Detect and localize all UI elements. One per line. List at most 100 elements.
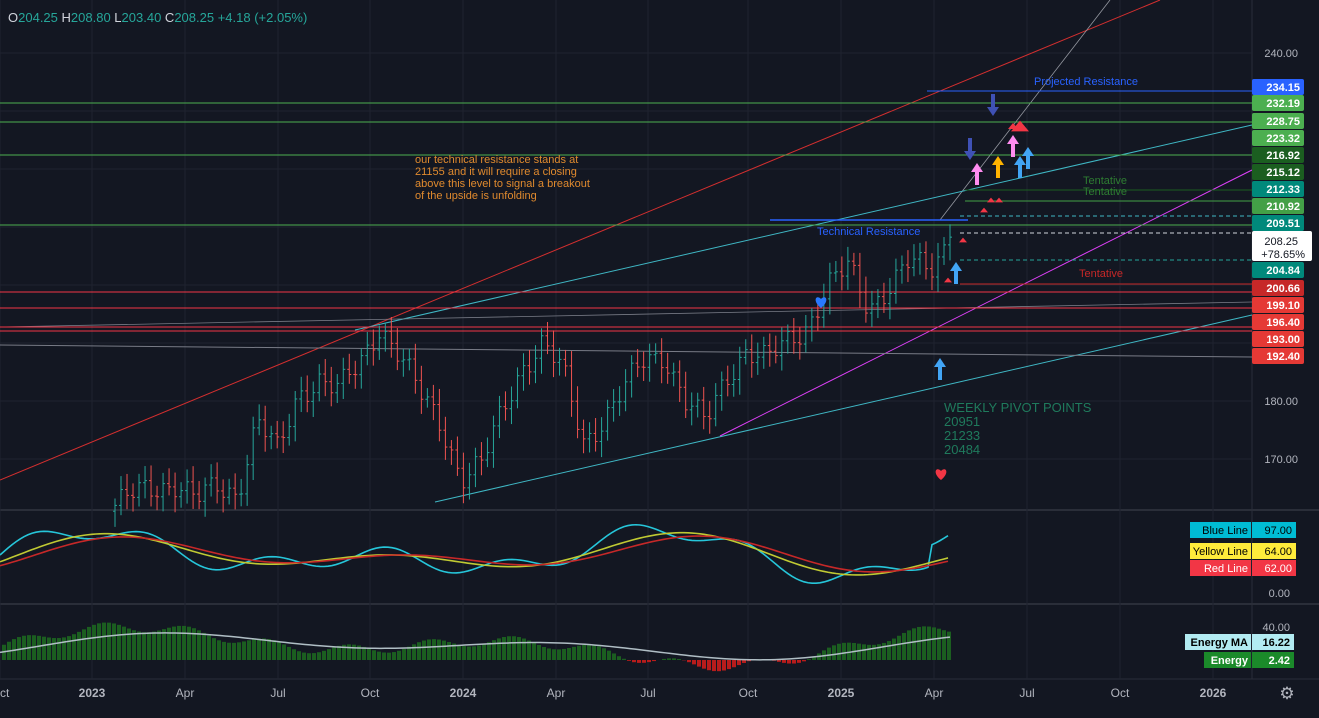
energy-bar — [677, 659, 681, 660]
energy-bar — [842, 643, 846, 660]
energy-bar — [382, 652, 386, 660]
energy-bar — [442, 641, 446, 660]
energy-bar — [742, 660, 746, 663]
energy-bar — [232, 643, 236, 660]
energy-bar — [107, 623, 111, 660]
energy-bar — [947, 632, 951, 660]
energy-bar — [47, 637, 51, 660]
energy-axis-tick: 40.00 — [1262, 622, 1290, 634]
energy-bar — [727, 660, 731, 669]
energy-bar — [857, 644, 861, 660]
price-tick-label: 180.00 — [1264, 396, 1298, 408]
energy-bar — [402, 649, 406, 660]
energy-bar — [642, 660, 646, 663]
open-label: O — [8, 10, 18, 25]
change-value: +4.18 (+2.05%) — [218, 10, 308, 25]
current-price-change: +78.65% — [1261, 249, 1305, 261]
price-tick-label: 240.00 — [1264, 48, 1298, 60]
price-badge-text: 210.92 — [1266, 201, 1300, 213]
current-price-value: 208.25 — [1264, 236, 1298, 248]
energy-bar — [512, 636, 516, 660]
arrow-shaft — [968, 138, 972, 152]
time-axis-label: Jul — [640, 686, 655, 700]
energy-bar — [672, 658, 676, 660]
price-badge-text: 223.32 — [1266, 133, 1300, 145]
energy-bar — [262, 638, 266, 660]
energy-bar — [497, 638, 501, 660]
settings-gear-icon[interactable]: ⚙ — [1277, 684, 1297, 704]
energy-bar — [907, 630, 911, 660]
technical-resistance-label: Technical Resistance — [817, 226, 920, 238]
energy-bar — [912, 628, 916, 660]
price-badge: 210.92 — [1252, 198, 1304, 214]
energy-bar — [197, 630, 201, 660]
energy-bar — [42, 637, 46, 660]
energy-bar — [432, 639, 436, 660]
pivot-value: 20484 — [944, 442, 980, 457]
energy-bar — [637, 660, 641, 663]
oscillator-legend-name: Red Line — [1204, 563, 1248, 575]
time-axis-label: Apr — [547, 686, 566, 700]
energy-bar — [612, 653, 616, 660]
price-badge-text: 234.15 — [1266, 82, 1300, 94]
energy-legend-name: Energy MA — [1191, 637, 1249, 649]
energy-bar — [227, 643, 231, 660]
price-badge-text: 209.51 — [1266, 218, 1300, 230]
time-axis-label: Apr — [925, 686, 944, 700]
energy-bar — [407, 647, 411, 660]
energy-bar — [157, 631, 161, 660]
energy-bar — [887, 641, 891, 660]
energy-bar — [52, 638, 56, 660]
resistance-note-line: of the upside is unfolding — [415, 190, 537, 202]
energy-bar — [862, 644, 866, 660]
energy-bar — [397, 651, 401, 660]
arrow-shaft — [1018, 164, 1022, 178]
oscillator-legend-value: 97.00 — [1264, 525, 1292, 537]
energy-bar — [527, 640, 531, 660]
oscillator-legend-value: 62.00 — [1264, 563, 1292, 575]
time-axis-label: Oct — [739, 686, 758, 700]
price-badge-text: 215.12 — [1266, 167, 1300, 179]
energy-bar — [202, 633, 206, 660]
energy-bar — [737, 660, 741, 665]
resistance-note-line: above this level to signal a breakout — [415, 178, 590, 190]
price-badge: 209.51 — [1252, 215, 1304, 231]
arrow-shaft — [938, 366, 942, 380]
energy-bar — [827, 648, 831, 660]
oscillator-legend-name: Yellow Line — [1193, 546, 1248, 558]
energy-bar — [917, 627, 921, 660]
energy-bar — [292, 649, 296, 660]
energy-bar — [327, 649, 331, 660]
energy-bar — [142, 632, 146, 660]
projected-resistance-label: Projected Resistance — [1034, 76, 1138, 88]
energy-bar — [367, 649, 371, 660]
energy-bar — [482, 644, 486, 660]
energy-bar — [472, 646, 476, 660]
energy-bar — [832, 645, 836, 660]
energy-bar — [212, 638, 216, 660]
high-label: H — [62, 10, 71, 25]
energy-bar — [207, 636, 211, 660]
energy-bar — [287, 647, 291, 660]
energy-bar — [97, 623, 101, 660]
energy-bar — [257, 639, 261, 660]
energy-bar — [332, 647, 336, 660]
time-axis-label: Apr — [176, 686, 195, 700]
energy-legend-name: Energy — [1211, 655, 1249, 667]
energy-bar — [122, 627, 126, 660]
price-badge: 192.40 — [1252, 348, 1304, 364]
energy-bar — [802, 660, 806, 661]
energy-bar — [152, 632, 156, 660]
energy-bar — [147, 632, 151, 660]
energy-bar — [297, 651, 301, 660]
current-price-box: 208.25+78.65% — [1252, 231, 1312, 261]
energy-legend-value: 16.22 — [1262, 637, 1290, 649]
energy-bar — [532, 643, 536, 660]
energy-bar — [542, 647, 546, 660]
energy-bar — [777, 660, 781, 662]
energy-bar — [602, 648, 606, 660]
